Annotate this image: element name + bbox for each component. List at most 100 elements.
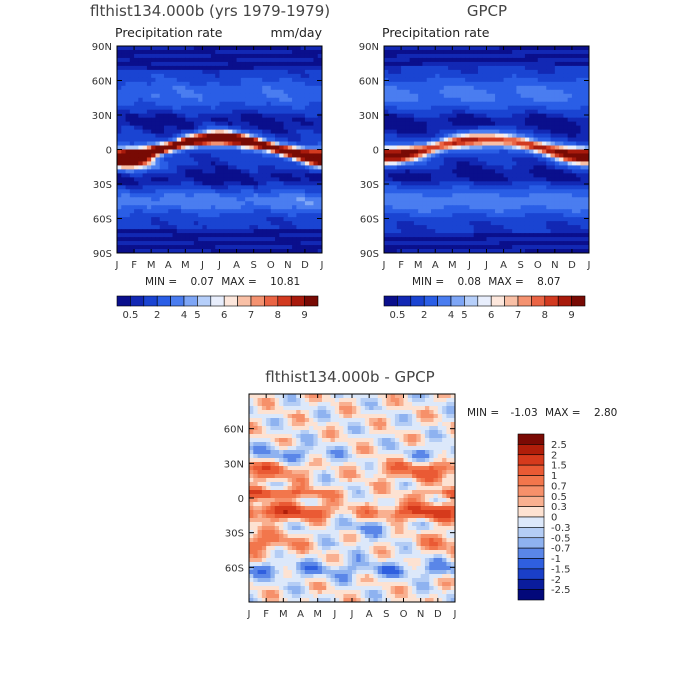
heatmap-cell: [138, 153, 144, 158]
heatmap-cell: [516, 89, 522, 95]
heatmap-cell: [279, 157, 284, 162]
heatmap-cell: [520, 133, 526, 138]
heatmap-cell: [576, 97, 581, 103]
heatmap-cell: [546, 225, 551, 230]
heatmap-cell: [270, 213, 276, 218]
heatmap-cell: [125, 97, 131, 103]
heatmap-cell: [193, 117, 199, 123]
heatmap-cell: [206, 46, 212, 51]
heatmap-cell: [223, 57, 229, 63]
heatmap-cell: [215, 241, 220, 246]
heatmap-cell: [554, 53, 560, 59]
heatmap-cell: [189, 185, 195, 190]
heatmap-cell: [236, 161, 242, 166]
heatmap-cell: [287, 133, 293, 138]
heatmap-cell: [159, 81, 165, 87]
heatmap-cell: [292, 57, 297, 63]
heatmap-cell: [275, 133, 280, 138]
heatmap-cell: [138, 157, 144, 162]
heatmap-cell: [219, 161, 225, 166]
heatmap-cell: [384, 121, 389, 127]
heatmap-cell: [499, 65, 504, 71]
heatmap-cell: [245, 89, 250, 95]
heatmap-cell: [537, 109, 543, 115]
heatmap-cell: [443, 205, 449, 210]
heatmap-cell: [537, 201, 543, 206]
heatmap-cell: [296, 197, 302, 202]
heatmap-cell: [185, 57, 190, 63]
heatmap-cell: [503, 81, 509, 87]
heatmap-cell: [300, 46, 306, 51]
heatmap-cell: [134, 137, 139, 142]
heatmap-cell: [163, 125, 169, 130]
heatmap-cell: [465, 221, 470, 226]
heatmap-cell: [142, 233, 148, 238]
heatmap-cell: [495, 201, 500, 206]
heatmap-cell: [219, 245, 225, 250]
heatmap-cell: [223, 225, 229, 230]
heatmap-cell: [159, 221, 165, 226]
heatmap-cell: [210, 177, 216, 182]
heatmap-cell: [232, 225, 237, 230]
heatmap-cell: [448, 49, 453, 55]
heatmap-cell: [159, 157, 165, 162]
heatmap-cell: [512, 141, 517, 146]
heatmap-cell: [185, 169, 190, 174]
heatmap-cell: [262, 105, 267, 111]
heatmap-cell: [223, 85, 229, 91]
heatmap-cell: [516, 189, 522, 194]
heatmap-cell: [138, 181, 144, 186]
heatmap-cell: [520, 65, 526, 71]
heatmap-cell: [584, 101, 590, 107]
heatmap-cell: [155, 61, 161, 67]
heatmap-cell: [219, 129, 225, 134]
heatmap-cell: [168, 46, 173, 51]
heatmap-cell: [516, 49, 522, 55]
heatmap-cell: [499, 109, 504, 115]
heatmap-cell: [304, 229, 310, 234]
heatmap-cell: [516, 57, 522, 63]
heatmap-cell: [317, 205, 323, 210]
heatmap-cell: [146, 73, 152, 79]
heatmap-cell: [262, 161, 267, 166]
heatmap-cell: [125, 93, 131, 99]
heatmap-cell: [571, 101, 577, 107]
heatmap-cell: [121, 209, 126, 214]
heatmap-cell: [181, 133, 186, 138]
heatmap-cell: [554, 49, 560, 55]
heatmap-cell: [580, 221, 586, 226]
heatmap-cell: [142, 217, 148, 222]
heatmap-cell: [168, 89, 173, 95]
heatmap-cell: [533, 65, 539, 71]
heatmap-cell: [495, 225, 500, 230]
heatmap-cell: [418, 61, 423, 67]
heatmap-cell: [486, 145, 492, 150]
heatmap-cell: [317, 65, 323, 71]
heatmap-cell: [418, 173, 423, 178]
heatmap-cell: [426, 97, 432, 103]
heatmap-cell: [287, 205, 293, 210]
heatmap-cell: [304, 129, 310, 134]
heatmap-cell: [223, 185, 229, 190]
heatmap-cell: [499, 181, 504, 186]
heatmap-cell: [292, 46, 297, 51]
heatmap-cell: [469, 225, 475, 230]
heatmap-cell: [210, 165, 216, 170]
heatmap-cell: [430, 69, 436, 75]
heatmap-cell: [317, 137, 323, 142]
heatmap-cell: [546, 185, 551, 190]
heatmap-cell: [266, 81, 272, 87]
heatmap-cell: [495, 241, 500, 246]
heatmap-cell: [396, 241, 402, 246]
heatmap-cell: [507, 189, 513, 194]
heatmap-cell: [435, 121, 440, 127]
heatmap-cell: [125, 189, 131, 194]
heatmap-cell: [266, 141, 272, 146]
heatmap-cell: [567, 181, 573, 186]
heatmap-cell: [129, 217, 135, 222]
heatmap-cell: [292, 109, 297, 115]
heatmap-cell: [443, 157, 449, 162]
heatmap-cell: [495, 149, 500, 154]
heatmap-cell: [435, 101, 440, 107]
heatmap-cell: [304, 61, 310, 67]
